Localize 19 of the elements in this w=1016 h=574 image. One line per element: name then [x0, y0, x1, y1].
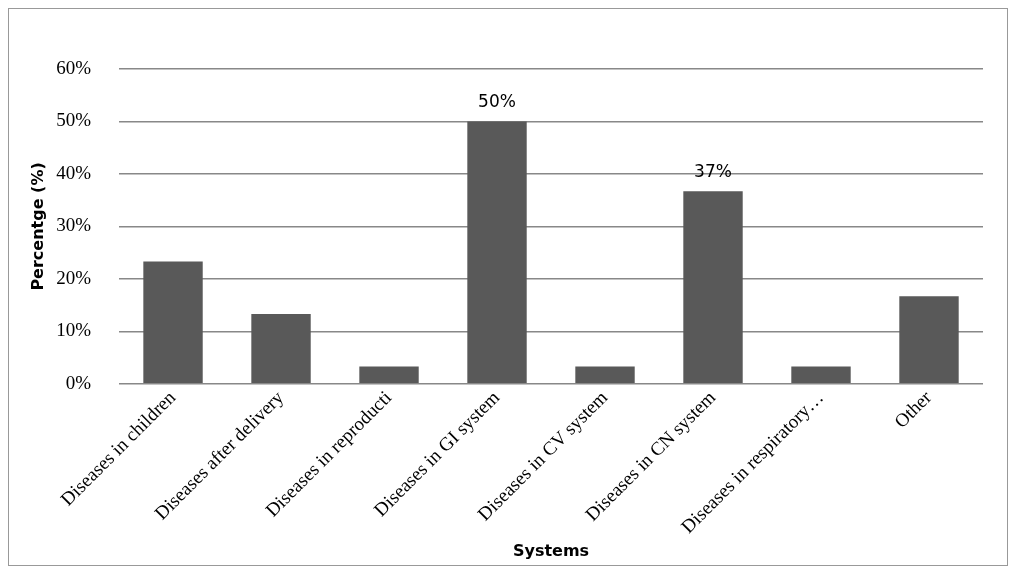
y-tick-label: 0% [65, 371, 92, 393]
data-label: 50% [478, 91, 516, 112]
bar [791, 366, 851, 384]
bar [467, 121, 527, 384]
y-axis-title: Percentge (%) [27, 162, 47, 291]
y-tick-label: 60% [56, 56, 92, 78]
x-axis-title: Systems [512, 540, 590, 560]
y-tick-label: 20% [56, 266, 92, 288]
bar [359, 366, 419, 384]
y-tick-label: 40% [56, 161, 92, 183]
bar [899, 296, 959, 384]
y-tick-label: 50% [56, 109, 92, 131]
y-tick-label: 10% [56, 319, 92, 341]
y-tick-label: 30% [56, 214, 92, 236]
bar [251, 314, 311, 384]
bar [575, 366, 635, 384]
bar [683, 191, 743, 384]
bar [143, 261, 203, 384]
data-label: 37% [694, 161, 732, 182]
